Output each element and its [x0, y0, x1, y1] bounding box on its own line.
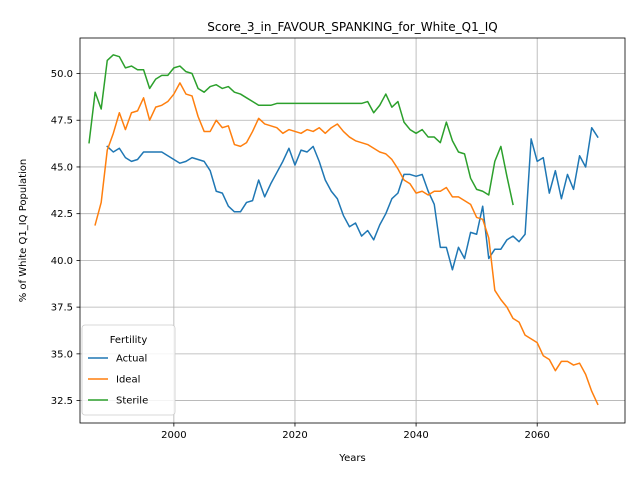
x-tick-label: 2040 [403, 430, 428, 441]
x-tick-label: 2020 [282, 430, 307, 441]
plot-frame [79, 37, 626, 424]
y-tick-label: 42.5 [51, 209, 73, 220]
legend-title: Fertility [110, 335, 148, 346]
y-tick-label: 40.0 [51, 256, 73, 267]
legend-box [81, 324, 176, 416]
series-line-sterile [88, 54, 514, 206]
x-axis-label: Years [338, 453, 365, 464]
x-tick-label: 2000 [161, 430, 186, 441]
y-tick-label: 50.0 [51, 69, 73, 80]
series-line-actual [106, 126, 599, 271]
series-line-ideal [94, 82, 599, 406]
y-tick-label: 45.0 [51, 162, 73, 173]
legend: Fertility Actual Ideal Sterile [81, 324, 176, 416]
y-axis-label: % of White Q1_IQ Population [18, 159, 29, 303]
chart-title: Score_3_in_FAVOUR_SPANKING_for_White_Q1_… [207, 20, 497, 34]
y-tick-label: 32.5 [51, 396, 73, 407]
legend-label-actual: Actual [116, 354, 147, 365]
y-tick-label: 35.0 [51, 349, 73, 360]
x-tick-label: 2060 [524, 430, 549, 441]
y-tick-label: 47.5 [51, 116, 73, 127]
series-lines [88, 54, 599, 406]
legend-label-ideal: Ideal [116, 375, 140, 386]
x-axis: 2000 2020 2040 2060 [161, 423, 550, 441]
y-tick-label: 37.5 [51, 303, 73, 314]
legend-entries: Actual Ideal Sterile [88, 354, 148, 407]
y-axis: 32.5 35.0 37.5 40.0 42.5 45.0 47.5 50.0 [51, 69, 80, 407]
legend-label-sterile: Sterile [116, 396, 148, 407]
grid [80, 38, 625, 423]
